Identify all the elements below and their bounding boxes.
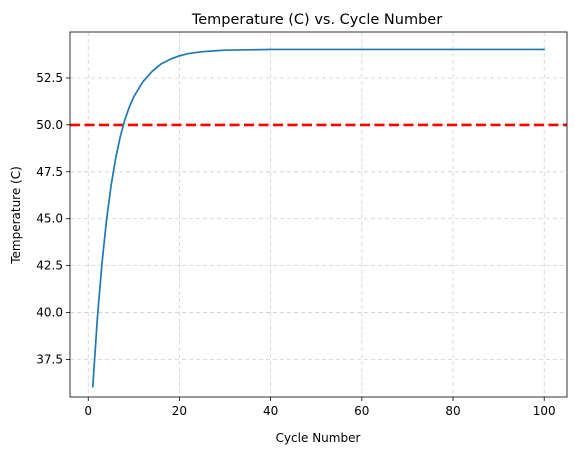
x-tick-label: 20 [172, 404, 187, 418]
x-axis-label: Cycle Number [276, 431, 361, 445]
y-tick-label: 47.5 [36, 165, 63, 179]
x-tick-label: 80 [445, 404, 460, 418]
y-axis-label: Temperature (C) [9, 166, 23, 265]
y-tick-label: 40.0 [36, 306, 63, 320]
grid [70, 32, 567, 397]
y-tick-label: 50.0 [36, 118, 63, 132]
x-tick-label: 0 [84, 404, 92, 418]
y-tick-label: 42.5 [36, 259, 63, 273]
x-tick-label: 60 [354, 404, 369, 418]
x-axis: 0 20 40 60 80 100 [84, 397, 556, 418]
y-tick-label: 52.5 [36, 71, 63, 85]
x-tick-label: 100 [533, 404, 556, 418]
series-group [91, 48, 546, 388]
chart-title: Temperature (C) vs. Cycle Number [191, 12, 442, 28]
y-tick-label: 45.0 [36, 212, 63, 226]
y-axis: 37.5 40.0 42.5 45.0 47.5 50.0 52.5 [36, 71, 70, 366]
plot-frame [69, 31, 568, 398]
temperature-series-line [91, 48, 546, 388]
x-tick-label: 40 [263, 404, 278, 418]
y-tick-label: 37.5 [36, 352, 63, 366]
